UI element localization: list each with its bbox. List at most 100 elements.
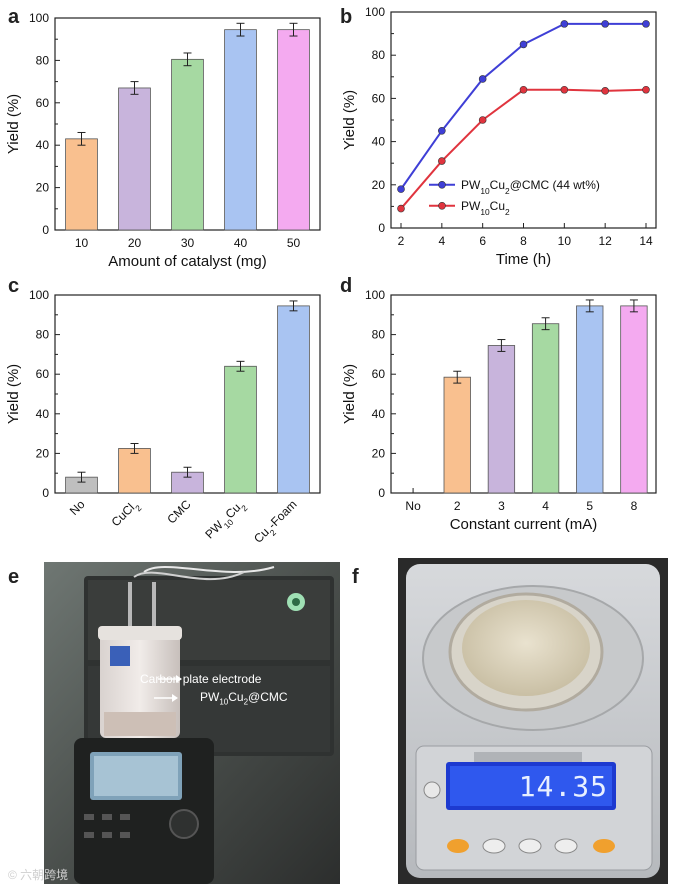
chart-b-series-0-point-5: [601, 20, 609, 28]
chart-c-ytick-label: 80: [36, 328, 50, 342]
chart-a-bar-0: [65, 138, 98, 231]
panel-label-c: c: [8, 275, 20, 297]
chart-c-ylabel: Yield (%): [5, 364, 22, 424]
chart-d-bar-2: [487, 345, 516, 494]
chart-b-series-1-point-4: [560, 85, 569, 94]
chart-c-xtick-label-3-part: Cu: [223, 501, 244, 522]
chart-b-xtick-label-5: 12: [598, 234, 612, 248]
chart-a-bar-4: [277, 29, 310, 231]
chart-c-bar-4: [277, 305, 310, 494]
panel-label-a: a: [8, 6, 20, 28]
chart-b-series-1-point-1: [438, 157, 446, 165]
chart-c-ytick-label: 60: [36, 367, 50, 381]
chart-b-xtick-label-4: 10: [558, 234, 572, 248]
photo-e-reactor-setup: Carbon plate electrode PW10Cu2@CMC: [44, 562, 340, 884]
balance-button-2[interactable]: [482, 838, 506, 854]
chart-b-series-0-point-6: [642, 20, 650, 28]
chart-c-xtick-label-3: PW10Cu2: [202, 497, 249, 544]
chart-a-bar-2: [171, 58, 204, 231]
balance-button-1[interactable]: [447, 839, 469, 853]
chart-b-series-0-point-1: [438, 127, 446, 135]
chart-c-xtick-label-1-part: CuCl: [109, 501, 138, 530]
chart-b-legend-marker-1: [438, 202, 446, 210]
chart-b-legend-label-0-part: Cu: [490, 178, 505, 192]
chart-c-ytick-label: 40: [36, 407, 50, 421]
balance-button-3[interactable]: [518, 838, 542, 854]
chart-c-xtick-label-4-part: Cu: [251, 525, 272, 546]
chart-d-xtick-label-3: 4: [542, 499, 549, 513]
chart-c-ytick-label: 20: [36, 446, 50, 460]
chart-a-ylabel: Yield (%): [5, 94, 22, 154]
chart-b-series-0-point-0: [397, 185, 405, 193]
chart-a-xtick-label-1: 20: [128, 236, 142, 250]
chart-b-xtick-label-6: 14: [639, 234, 653, 248]
chart-c-bar-3: [224, 365, 257, 494]
chart-d-bar-3: [531, 323, 560, 494]
chart-c-xtick-label-2: CMC: [164, 497, 193, 526]
chart-d-ytick-label: 80: [372, 328, 386, 342]
catalyst-sub2: 2: [243, 697, 249, 707]
chart-a-xtick-label-4: 50: [287, 236, 301, 250]
chart-b-series-1-point-5: [601, 87, 609, 95]
chart-a-ytick-label: 40: [36, 138, 50, 152]
chart-d-xlabel: Constant current (mA): [450, 516, 598, 533]
chart-b-series-1-point-6: [642, 85, 650, 94]
chart-d-ytick-label: 0: [378, 486, 385, 500]
chart-b-series-0-point-3: [519, 40, 528, 49]
catalyst-base: PW: [200, 690, 220, 704]
chart-b-legend-label-1-part: PW: [461, 199, 481, 213]
chart-a-ytick-label: 0: [42, 223, 49, 237]
chart-b-xtick-label-0: 2: [398, 234, 405, 248]
chart-d-bar-1: [443, 376, 471, 494]
chart-a-xtick-label-2: 30: [181, 236, 195, 250]
chart-c-xtick-label-3-part: 2: [239, 503, 250, 514]
chart-b-ytick-label: 60: [372, 91, 386, 105]
chart-a-bar-3: [224, 29, 257, 231]
reactor-photo-illustration: [44, 562, 340, 884]
chart-d-axis-frame: [390, 294, 657, 494]
chart-a-ytick-label: 100: [29, 11, 49, 25]
chart-c-xtick-label-0: No: [67, 497, 88, 518]
chart-b-series-1-point-3: [519, 85, 528, 94]
chart-b-series-1-point-0: [397, 204, 405, 213]
chart-c-xtick-label-3-part: PW: [202, 518, 226, 542]
label-catalyst-photo-e: PW10Cu2@CMC: [200, 690, 288, 706]
chart-b-ytick-label: 20: [372, 178, 386, 192]
chart-b-legend-label-1-part: 2: [505, 207, 510, 217]
chart-b-legend-label-0-part: 2: [505, 186, 510, 196]
chart-c-ytick-label: 100: [29, 288, 49, 302]
catalyst-sub1: 10: [219, 697, 229, 707]
chart-d-ytick-label: 40: [372, 407, 386, 421]
chart-b-series-1-point-2: [478, 116, 487, 124]
chart-d-ytick-label: 20: [372, 446, 386, 460]
chart-b-xtick-label-2: 6: [479, 234, 486, 248]
chart-a-xtick-label-3: 40: [234, 236, 248, 250]
chart-a-ytick-label: 20: [36, 181, 50, 195]
chart-d-xtick-label-5: 8: [631, 499, 638, 513]
chart-c-xtick-label-2-part: CMC: [164, 497, 193, 526]
catalyst-mid: Cu: [228, 690, 244, 704]
chart-b-ytick-label: 100: [365, 5, 385, 19]
chart-d-constant-current: 0 20 40 60 80 100 No 2 3 4 5 8 Yield (%) Constant cur…: [341, 288, 657, 533]
chart-b-xtick-label-1: 4: [438, 234, 445, 248]
chart-c-xtick-label-4: Cu2-Foam: [251, 497, 302, 548]
catalyst-tail: @CMC: [248, 690, 288, 704]
chart-a-bar-1: [118, 87, 151, 231]
chart-c-xtick-label-4-part: 2: [268, 527, 279, 538]
chart-d-bar-4: [576, 305, 604, 494]
label-carbon-plate-electrode: Carbon plate electrode: [140, 672, 262, 686]
balance-button-4[interactable]: [554, 838, 578, 854]
balance-button-5[interactable]: [593, 839, 615, 853]
panel-label-e: e: [8, 566, 20, 588]
chart-c-ytick-label: 0: [42, 486, 49, 500]
chart-b-legend-label-0: PW10Cu2@CMC (44 wt%): [461, 178, 600, 196]
chart-b-ylabel: Yield (%): [341, 90, 358, 150]
panel-label-d: d: [340, 275, 353, 297]
chart-d-xtick-label-0: No: [405, 499, 421, 513]
balance-photo-illustration: [398, 558, 668, 884]
chart-b-xtick-label-3: 8: [520, 234, 527, 248]
chart-c-xtick-label-1-part: 2: [133, 503, 144, 514]
chart-d-ytick-label: 100: [365, 288, 385, 302]
panel-label-b: b: [340, 6, 353, 28]
